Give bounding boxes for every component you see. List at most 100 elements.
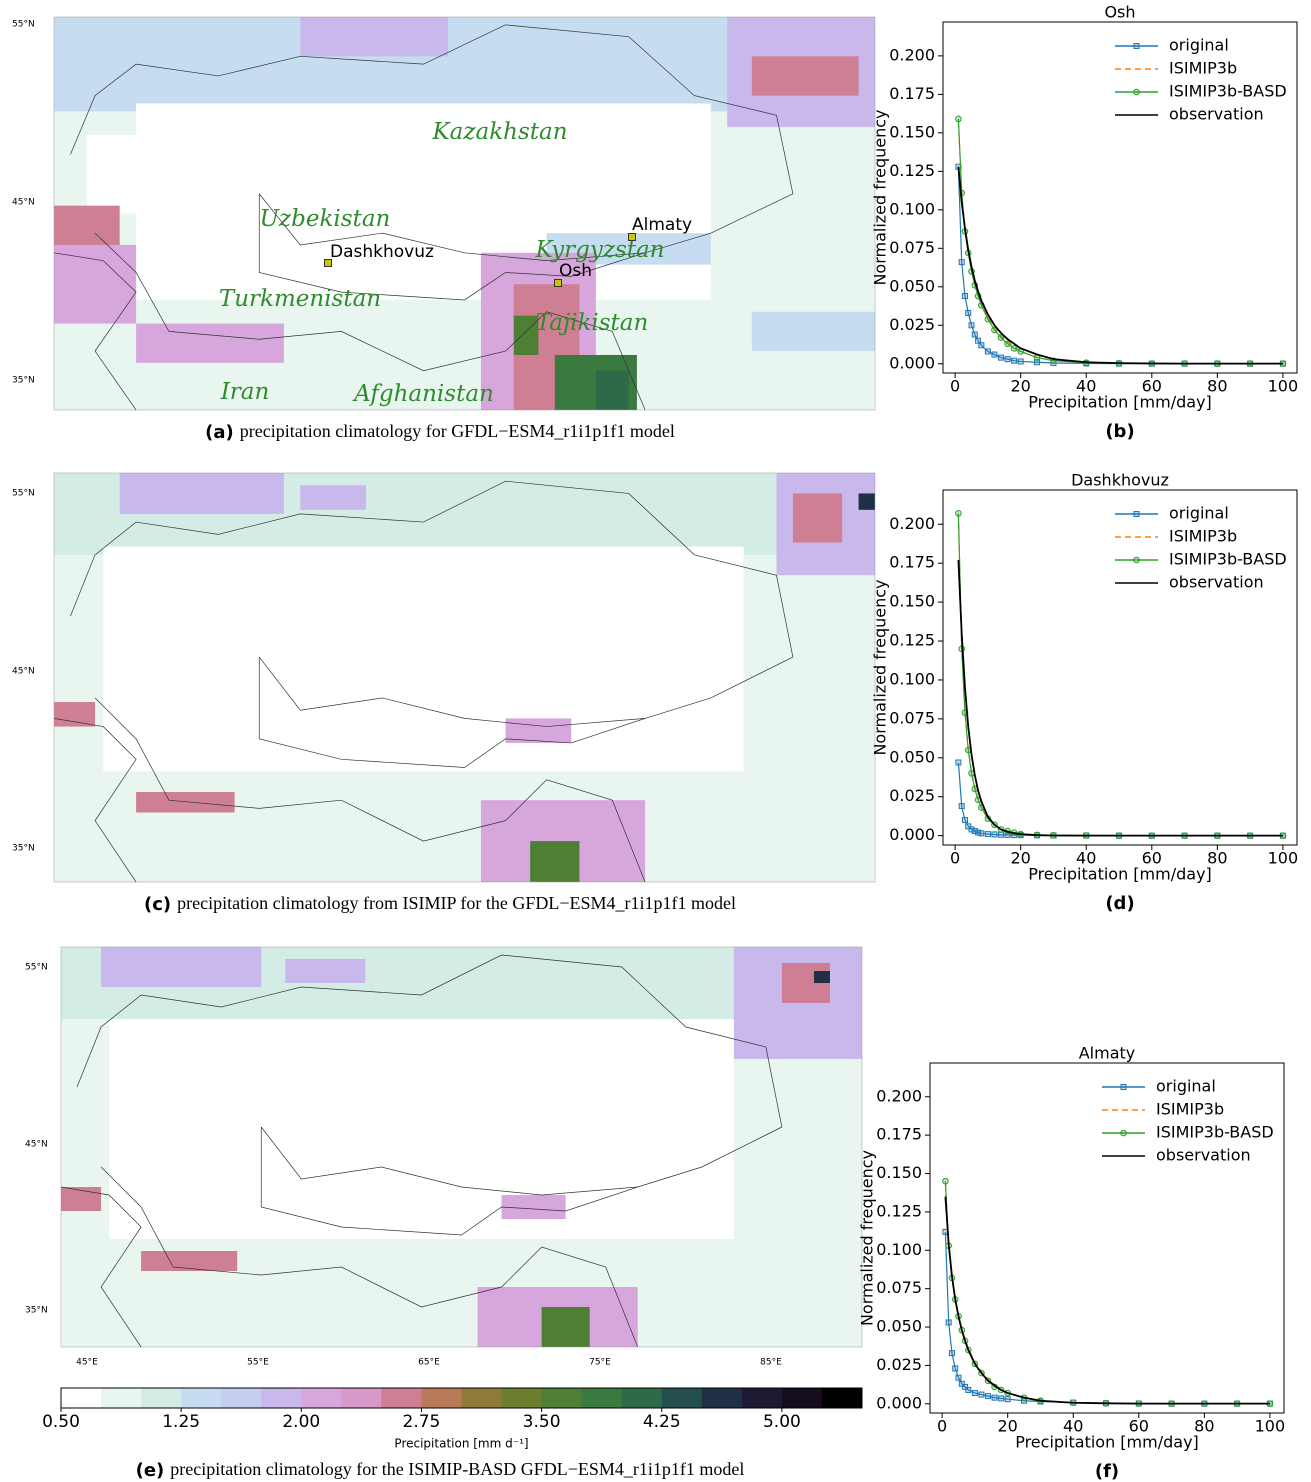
caption-text: precipitation climatology for the ISIMIP… [170, 1459, 744, 1479]
map-frame [53, 16, 876, 411]
chart-title: Almaty [1079, 1044, 1136, 1063]
map-cell [141, 1251, 238, 1271]
series-marker [1011, 357, 1018, 364]
caption-label: (e) [136, 1460, 165, 1481]
map-cell [858, 493, 875, 510]
colorbar-tick-label: 0.50 [42, 1412, 80, 1432]
legend-label: ISIMIP3b-BASD [1169, 550, 1287, 569]
city-label: Almaty [632, 215, 692, 235]
map-panel [60, 946, 863, 1348]
legend-marker [1133, 88, 1140, 96]
lat-label: 35°N [12, 376, 35, 386]
legend-marker [1133, 511, 1140, 517]
legend-label: observation [1156, 1146, 1251, 1165]
series-marker [955, 1374, 962, 1381]
y-tick-label: 0.025 [876, 1355, 922, 1374]
map-cell [136, 792, 235, 813]
series-line [944, 1196, 1270, 1405]
map-cell [300, 485, 366, 510]
lat-label: 55°N [12, 20, 35, 30]
x-tick-label: 20 [998, 1417, 1018, 1436]
series-marker [998, 831, 1005, 838]
map-border [53, 252, 137, 411]
map-cell [505, 718, 572, 743]
y-tick-label: 0.050 [876, 1317, 922, 1336]
series-marker [968, 322, 975, 329]
series-marker [971, 331, 978, 338]
series-marker [1010, 345, 1018, 352]
map-cell [54, 244, 137, 324]
map-border [258, 193, 646, 301]
series-marker [965, 823, 972, 830]
series-marker [1004, 1396, 1011, 1403]
y-tick-label: 0.000 [889, 353, 935, 372]
legend-label: original [1169, 504, 1229, 523]
series-marker [961, 817, 968, 824]
map-cell [541, 1307, 590, 1347]
lon-label: 85°E [760, 1358, 782, 1368]
colorbar-cell [421, 1388, 462, 1408]
y-tick-label: 0.200 [889, 514, 935, 533]
series-marker [1004, 340, 1011, 348]
series-marker [968, 826, 975, 833]
series-marker [991, 831, 998, 838]
lat-label: 45°N [12, 667, 35, 677]
country-label: Turkmenistan [219, 286, 381, 312]
map-panel [53, 16, 876, 411]
series-marker [971, 1390, 978, 1397]
series-marker [1034, 359, 1041, 366]
plot-frame [929, 1062, 1285, 1414]
map-cell [119, 473, 284, 514]
y-tick-label: 0.000 [876, 1393, 922, 1412]
colorbar-cell [61, 1388, 102, 1408]
series-marker [978, 830, 985, 837]
lat-label: 55°N [25, 963, 48, 973]
lat-label: 45°N [25, 1140, 48, 1150]
caption: (a) precipitation climatology for GFDL−ES… [205, 421, 675, 443]
y-axis-label: Normalized frequency [871, 579, 890, 755]
map-border [258, 657, 646, 768]
y-tick-label: 0.025 [889, 786, 935, 805]
y-tick-label: 0.100 [876, 1240, 922, 1259]
series-marker [984, 348, 991, 355]
city-marker [554, 279, 562, 287]
colorbar-cell [181, 1388, 222, 1408]
caption-text: precipitation climatology for GFDL−ESM4_… [240, 421, 675, 441]
country-label: Tajikistan [536, 310, 649, 336]
x-tick-label: 60 [1142, 377, 1162, 396]
y-tick-label: 0.125 [876, 1201, 922, 1220]
lat-label: 55°N [12, 489, 35, 499]
colorbar-cell [781, 1388, 823, 1408]
series-marker [958, 803, 965, 810]
legend-label: ISIMIP3b [1169, 527, 1237, 546]
x-tick-label: 80 [1194, 1417, 1214, 1436]
map-border [53, 718, 137, 883]
map-cell [751, 311, 875, 352]
series-marker [955, 510, 962, 517]
y-tick-label: 0.175 [876, 1125, 922, 1144]
colorbar-cell [381, 1388, 422, 1408]
colorbar-cell [301, 1388, 342, 1408]
series-marker [985, 1393, 992, 1400]
colorbar-tick-label: 4.25 [643, 1412, 681, 1432]
map-cell [61, 1187, 102, 1211]
panel-label: (d) [1105, 893, 1134, 914]
colorbar-cell [221, 1388, 262, 1408]
y-tick-label: 0.075 [889, 708, 935, 727]
x-tick-label: 40 [1063, 1417, 1083, 1436]
map-border [94, 697, 646, 883]
country-label: Iran [220, 379, 270, 405]
map-cell [54, 702, 96, 727]
map-border [70, 480, 794, 727]
y-tick-label: 0.000 [889, 825, 935, 844]
y-tick-label: 0.125 [889, 161, 935, 180]
chart-title: Dashkhovuz [1071, 471, 1169, 490]
chart-title: Osh [1104, 3, 1135, 22]
lon-label: 45°E [76, 1358, 98, 1368]
series-marker [978, 342, 985, 349]
series-marker [971, 827, 978, 834]
colorbar-label: Precipitation [mm d⁻¹] [394, 1437, 528, 1451]
series-marker [1017, 358, 1024, 365]
x-tick-label: 0 [937, 1417, 947, 1436]
map-border [70, 24, 794, 262]
